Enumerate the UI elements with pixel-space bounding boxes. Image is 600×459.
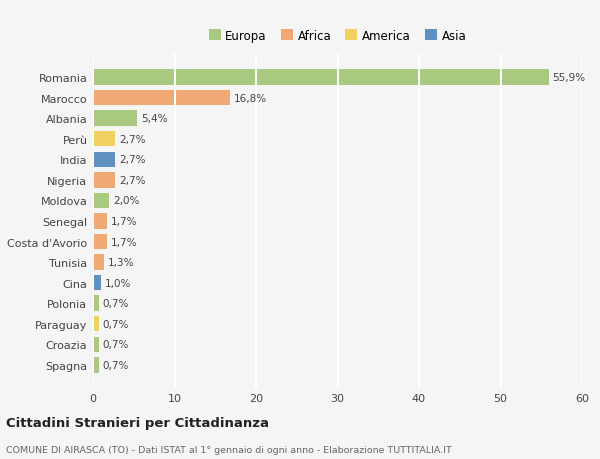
Text: COMUNE DI AIRASCA (TO) - Dati ISTAT al 1° gennaio di ogni anno - Elaborazione TU: COMUNE DI AIRASCA (TO) - Dati ISTAT al 1… [6,445,452,454]
Text: 2,7%: 2,7% [119,134,146,145]
Text: Cittadini Stranieri per Cittadinanza: Cittadini Stranieri per Cittadinanza [6,416,269,429]
Text: 2,0%: 2,0% [113,196,140,206]
Text: 5,4%: 5,4% [141,114,167,124]
Legend: Europa, Africa, America, Asia: Europa, Africa, America, Asia [209,29,466,43]
Text: 1,7%: 1,7% [111,217,137,226]
Text: 0,7%: 0,7% [103,340,129,349]
Bar [93,275,101,291]
Bar [93,91,230,106]
Bar [93,173,115,188]
Text: 0,7%: 0,7% [103,298,129,308]
Text: 2,7%: 2,7% [119,155,146,165]
Text: 55,9%: 55,9% [553,73,586,83]
Text: 0,7%: 0,7% [103,360,129,370]
Text: 1,3%: 1,3% [107,257,134,268]
Bar [93,70,548,85]
Text: 2,7%: 2,7% [119,175,146,185]
Bar [93,234,107,250]
Text: 1,0%: 1,0% [105,278,131,288]
Bar [93,337,99,352]
Bar [93,214,107,229]
Bar [93,296,99,311]
Bar [93,152,115,168]
Text: 1,7%: 1,7% [111,237,137,247]
Bar [93,358,99,373]
Text: 16,8%: 16,8% [234,94,267,103]
Bar [93,255,104,270]
Text: 0,7%: 0,7% [103,319,129,329]
Bar [93,193,109,209]
Bar [93,132,115,147]
Bar [93,111,137,127]
Bar [93,316,99,332]
